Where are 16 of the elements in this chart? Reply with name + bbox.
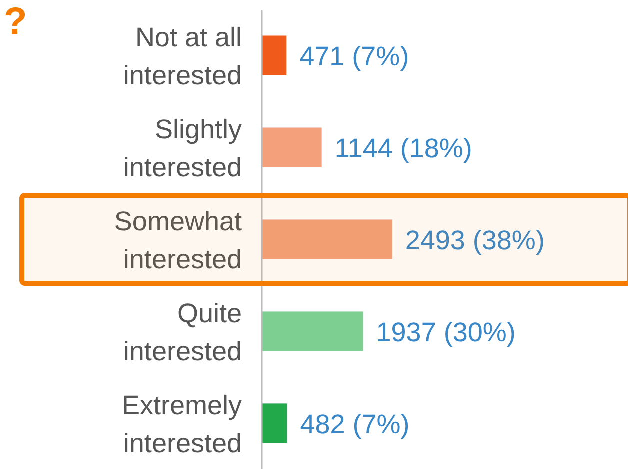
y-tick-label: Somewhat interested [114, 206, 242, 274]
data-label: 1144 (18%) [334, 134, 472, 164]
y-tick-label: Not at all interested [123, 22, 242, 91]
chart-title: ? [4, 1, 28, 43]
y-tick-label: Slightly interested [123, 114, 242, 183]
bar [262, 404, 288, 444]
bar [262, 312, 364, 352]
data-label: 2493 (38%) [405, 226, 545, 256]
y-tick-label: Quite interested [123, 298, 242, 366]
data-label: 482 (7%) [300, 409, 410, 440]
data-label: 471 (7%) [300, 42, 410, 72]
bar [262, 220, 392, 260]
data-label: 1937 (30%) [376, 317, 516, 348]
bar [262, 36, 287, 76]
y-tick-label: Extremely interested [122, 390, 242, 458]
bar [262, 128, 322, 168]
